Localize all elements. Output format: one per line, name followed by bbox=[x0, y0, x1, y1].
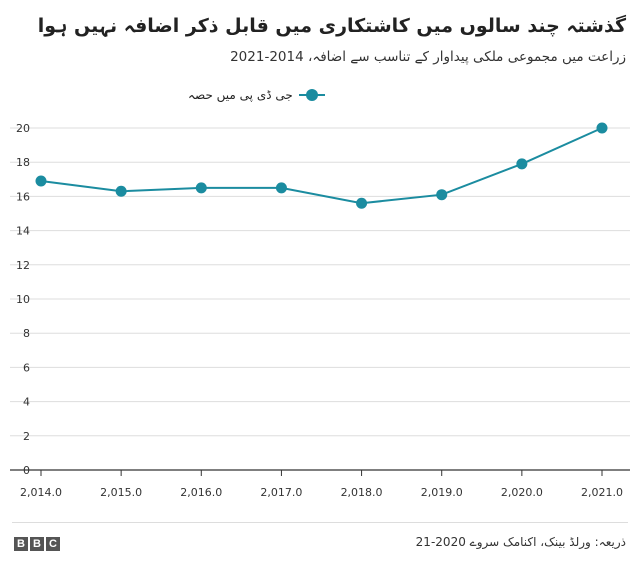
legend-label: جی ڈی پی میں حصہ bbox=[188, 88, 293, 102]
series-line-layer bbox=[40, 127, 603, 205]
y-tick-label-18: 18 bbox=[16, 156, 30, 169]
footer-divider bbox=[12, 522, 628, 523]
y-tick-label-14: 14 bbox=[16, 225, 30, 238]
data-points bbox=[35, 122, 608, 209]
data-point-2014 bbox=[35, 175, 47, 187]
x-tick-label-2020: 2,020.0 bbox=[501, 486, 543, 499]
x-tick-label-2016: 2,016.0 bbox=[180, 486, 222, 499]
y-tick-label-16: 16 bbox=[16, 190, 30, 203]
x-tick-label-2019: 2,019.0 bbox=[421, 486, 463, 499]
data-point-2017 bbox=[275, 182, 287, 194]
x-tick-label-2017: 2,017.0 bbox=[260, 486, 302, 499]
x-axis-ticks: 2,014.0 2,015.0 2,016.0 2,017.0 2,018.0 2,019… bbox=[20, 470, 623, 499]
y-tick-label-12: 12 bbox=[16, 259, 30, 272]
x-tick-label-2021: 2,021.0 bbox=[581, 486, 623, 499]
chart-title: گذشتہ چند سالوں میں کاشتکاری میں قابل ذک… bbox=[37, 15, 626, 37]
x-tick-label-2015: 2,015.0 bbox=[100, 486, 142, 499]
chart-legend: جی ڈی پی میں حصہ bbox=[188, 84, 325, 106]
y-tick-label-2: 2 bbox=[23, 430, 30, 443]
x-tick-label-2014: 2,014.0 bbox=[20, 486, 62, 499]
line-chart: 02468101214161820 2,014.02,015.02,016.02… bbox=[10, 122, 630, 499]
gridlines bbox=[10, 127, 630, 437]
data-point-2021 bbox=[596, 122, 608, 134]
x-tick-label-2018: 2,018.0 bbox=[341, 486, 383, 499]
data-point-2019 bbox=[436, 189, 448, 201]
series-line bbox=[40, 127, 603, 205]
bbc-logo: B B C bbox=[14, 537, 60, 551]
data-point-2020 bbox=[516, 158, 528, 170]
y-tick-label-8: 8 bbox=[23, 327, 30, 340]
y-tick-label-6: 6 bbox=[23, 361, 30, 374]
y-axis-ticks: 02468101214161820 bbox=[16, 122, 30, 477]
y-tick-label-10: 10 bbox=[16, 293, 30, 306]
data-point-2018 bbox=[356, 197, 368, 209]
y-tick-label-4: 4 bbox=[23, 396, 30, 409]
data-point-2016 bbox=[195, 182, 207, 194]
legend-swatch-icon bbox=[298, 88, 325, 102]
data-point-2015 bbox=[115, 185, 127, 197]
y-tick-label-20: 20 bbox=[16, 122, 30, 135]
source-note: ذریعہ: ورلڈ بینک، اکنامک سروے 2020-21 bbox=[415, 535, 626, 549]
chart-subtitle: زراعت میں مجموعی ملکی پیداوار کے تناسب س… bbox=[230, 49, 626, 65]
